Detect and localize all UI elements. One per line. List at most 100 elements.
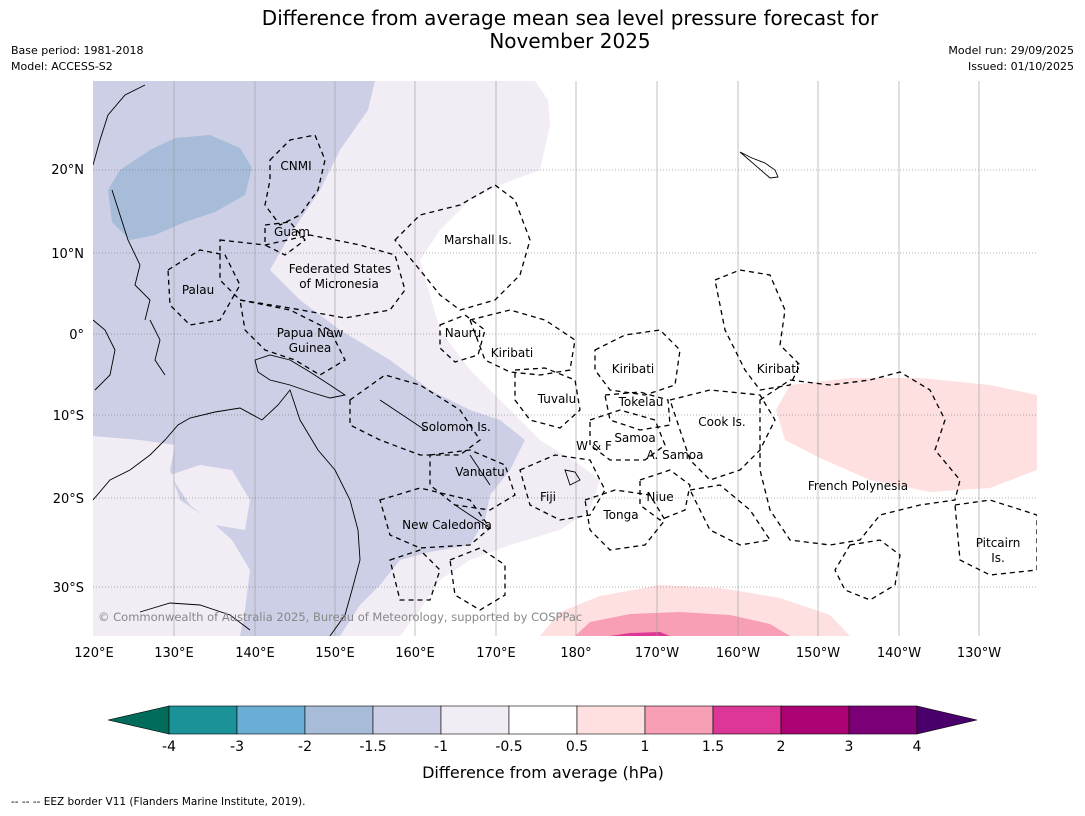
latitude-labels: 20°N 10°N 0° 10°S 20°S 30°S (51, 163, 84, 596)
meta-left: Base period: 1981-2018 Model: ACCESS-S2 (11, 43, 143, 75)
anomaly-band-neg-1-5 (108, 135, 252, 240)
label-french-polynesia: French Polynesia (808, 479, 908, 493)
eez-fsm (219, 234, 406, 319)
eez-cnmi (264, 134, 326, 226)
colorbar-segment (780, 705, 850, 735)
colorbar-under-arrow (107, 705, 170, 735)
label-cnmi: CNMI (280, 159, 311, 173)
colorbar-tick-labels: -4 -3 -2 -1.5 -1 -0.5 0.5 1 1.5 2 3 4 (162, 739, 922, 755)
label-fiji: Fiji (540, 490, 556, 504)
eez-fp-south (834, 539, 901, 601)
base-period: Base period: 1981-2018 (11, 44, 144, 57)
label-tonga: Tonga (602, 508, 638, 522)
eez-guam (264, 221, 306, 256)
label-png-1: Papua New (277, 326, 344, 340)
label-new-caledonia: New Caledonia (402, 518, 492, 532)
colorbar-tick-label: -0.5 (495, 739, 522, 755)
colorbar-tick-label: -3 (230, 739, 244, 755)
label-kiribati-e: Kiribati (757, 362, 799, 376)
coast-hawaii (739, 151, 779, 179)
colorbar-segment (440, 705, 510, 735)
colorbar-segment (304, 705, 374, 735)
colorbar: -4 -3 -2 -1.5 -1 -0.5 0.5 1 1.5 2 3 4 Difference fr… (107, 705, 978, 782)
colorbar-tick-label: -1.5 (359, 739, 386, 755)
lat-label-0: 0° (69, 328, 84, 343)
label-nauru: Nauru (445, 326, 481, 340)
label-niue: Niue (646, 490, 673, 504)
eez-nc-south (449, 547, 506, 611)
region-labels: CNMI Guam Marshall Is. Federated States … (182, 159, 1020, 565)
label-pitcairn-2: Is. (991, 551, 1005, 565)
label-kiribati-w: Kiribati (491, 346, 533, 360)
eez-vanuatu (429, 449, 516, 511)
lon-label-130e: 130°E (154, 646, 194, 661)
lat-label-10n: 10°N (51, 247, 84, 262)
colorbar-tick-label: 0.5 (566, 739, 588, 755)
coast-vanuatu (469, 454, 491, 486)
eez-png (239, 299, 346, 376)
model-run: Model run: 29/09/2025 (948, 44, 1074, 57)
colorbar-title: Difference from average (hPa) (422, 763, 664, 782)
title-line-1: Difference from average mean sea level p… (261, 6, 879, 30)
eez-note: -- -- -- EEZ border V11 (Flanders Marine… (11, 796, 306, 808)
label-wf: W & F (576, 439, 612, 453)
colorbar-tick-label: 1.5 (702, 739, 724, 755)
colorbar-segments (168, 705, 918, 735)
eez-kiribati-c (594, 329, 681, 396)
coast-new-guinea (254, 354, 347, 399)
label-tokelau: Tokelau (618, 395, 664, 409)
colorbar-tick-label: -1 (434, 739, 448, 755)
label-tuvalu: Tuvalu (537, 392, 577, 406)
eez-nz-north (389, 549, 441, 601)
eez-cook-south (689, 484, 772, 546)
colorbar-segment (372, 705, 442, 735)
colorbar-segment (848, 705, 918, 735)
colorbar-over-arrow (916, 705, 978, 735)
eez-borders (167, 134, 1037, 611)
colorbar-segment (712, 705, 782, 735)
coast-sulawesi (149, 319, 166, 376)
lon-label-130w: 130°W (957, 646, 1001, 661)
colorbar-segment (236, 705, 306, 735)
colorbar-tick-label: -2 (298, 739, 312, 755)
eez-cook (669, 389, 776, 481)
label-pitcairn-1: Pitcairn (976, 536, 1021, 550)
lon-label-160e: 160°E (395, 646, 435, 661)
coast-australia (93, 389, 361, 636)
colorbar-tick-label: 1 (641, 739, 650, 755)
meta-right: Model run: 29/09/2025 Issued: 01/10/2025 (948, 43, 1074, 75)
coast-nz (139, 602, 251, 631)
lon-label-180: 180° (560, 646, 591, 661)
lon-label-150w: 150°W (796, 646, 840, 661)
label-cook: Cook Is. (698, 415, 745, 429)
label-kiribati-c: Kiribati (612, 362, 654, 376)
lat-label-20n: 20°N (51, 163, 84, 178)
colorbar-tick-label: -4 (162, 739, 176, 755)
eez-kiribati-w (469, 309, 576, 376)
eez-french-polynesia (759, 371, 961, 546)
lat-label-20s: 20°S (53, 492, 84, 507)
label-asamoa: A. Samoa (647, 448, 704, 462)
label-fsm-1: Federated States (289, 262, 391, 276)
lon-label-170e: 170°E (476, 646, 516, 661)
label-vanuatu: Vanuatu (455, 465, 505, 479)
eez-palau (167, 249, 241, 326)
coast-borneo (93, 319, 116, 391)
colorbar-segment (168, 705, 238, 735)
label-fsm-2: of Micronesia (299, 277, 379, 291)
label-samoa: Samoa (614, 431, 655, 445)
eez-tonga (584, 489, 666, 551)
coast-solomon (379, 399, 426, 431)
coast-philippines (111, 189, 151, 321)
lon-label-140e: 140°E (235, 646, 275, 661)
eez-pitcairn (954, 499, 1037, 576)
label-png-2: Guinea (289, 341, 332, 355)
label-palau: Palau (182, 283, 214, 297)
eez-wf-samoa (589, 409, 666, 461)
map-area: CNMI Guam Marshall Is. Federated States … (93, 81, 1037, 636)
issued-date: Issued: 01/10/2025 (967, 60, 1074, 73)
label-marshall: Marshall Is. (444, 233, 512, 247)
coastlines (93, 84, 779, 636)
anomaly-band-pos-0-5-east (776, 378, 1037, 492)
